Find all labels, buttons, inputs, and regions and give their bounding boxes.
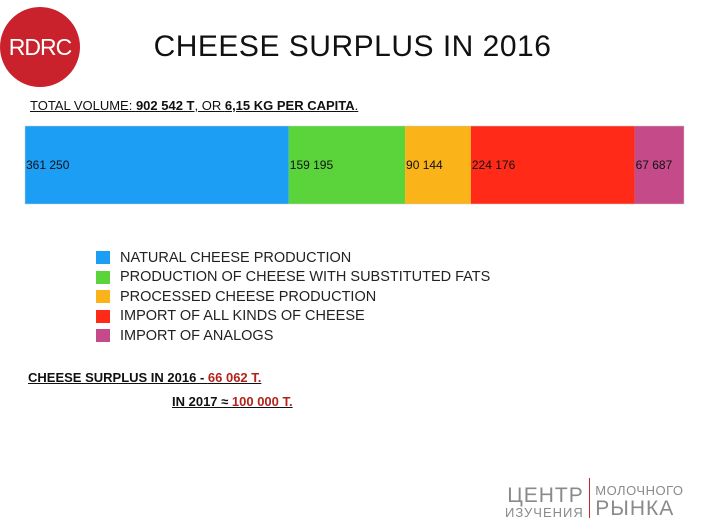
legend-swatch-1 [96,270,110,284]
bar-segment-1 [288,126,406,204]
footer-left-top: ЦЕНТР [507,484,584,507]
bar-outline [24,125,685,205]
legend-label-1: PRODUCTION OF CHEESE WITH SUBSTITUTED FA… [120,269,491,286]
bar-segment-2 [405,126,471,204]
bar-label-2: 90 144 [406,158,443,172]
chart-title: CHEESE SURPLUS IN 2016 [153,30,552,63]
footer-right-bottom: РЫНКА [595,497,675,520]
surplus-2017: IN 2017 ≈ 100 000 T. [172,394,293,409]
total-middle: , OR [194,98,225,113]
legend: NATURAL CHEESE PRODUCTION PRODUCTION OF C… [96,248,490,346]
bar-segment-0 [25,126,289,204]
bar-segment-4 [634,126,684,204]
legend-item-1: PRODUCTION OF CHEESE WITH SUBSTITUTED FA… [96,268,490,288]
legend-item-2: PROCESSED CHEESE PRODUCTION [96,287,490,307]
total-prefix: TOTAL VOLUME: [30,98,136,113]
legend-item-0: NATURAL CHEESE PRODUCTION [96,248,490,268]
total-per-capita: 6,15 KG PER CAPITA [224,98,355,113]
footer-logo: ЦЕНТР ИЗУЧЕНИЯ МОЛОЧНОГО РЫНКА [505,478,684,520]
bar-label-0: 361 250 [26,158,70,172]
legend-swatch-0 [96,251,110,265]
logo-text: RDRC [8,33,72,60]
legend-label-2: PROCESSED CHEESE PRODUCTION [120,288,377,305]
surplus-2017-label: IN 2017 ≈ [172,394,232,409]
legend-swatch-4 [96,329,110,343]
legend-swatch-3 [96,309,110,323]
legend-item-3: IMPORT OF ALL KINDS OF CHEESE [96,307,490,327]
legend-swatch-2 [96,290,110,304]
footer-divider [588,478,591,518]
legend-label-4: IMPORT OF ANALOGS [120,327,274,344]
legend-item-4: IMPORT OF ANALOGS [96,326,490,346]
surplus-2016: CHEESE SURPLUS IN 2016 - 66 062 T. [28,370,261,385]
surplus-2016-value: 66 062 T. [207,370,262,385]
surplus-2017-value: 100 000 T. [231,394,293,409]
bar-segment-3 [470,126,635,204]
footer-right-top: МОЛОЧНОГО [595,483,684,498]
total-volume: TOTAL VOLUME: 902 542 T, OR 6,15 KG PER … [30,98,358,113]
surplus-2016-label: CHEESE SURPLUS IN 2016 - [28,370,208,385]
total-suffix: . [354,98,359,113]
footer-left-bottom: ИЗУЧЕНИЯ [505,505,584,520]
bar-label-3: 224 176 [472,158,516,172]
bar-label-4: 67 687 [636,158,673,172]
logo: RDRC [0,7,80,87]
total-value: 902 542 T [135,98,195,113]
legend-label-3: IMPORT OF ALL KINDS OF CHEESE [120,308,365,325]
legend-label-0: NATURAL CHEESE PRODUCTION [120,249,352,266]
bar-label-1: 159 195 [290,158,334,172]
